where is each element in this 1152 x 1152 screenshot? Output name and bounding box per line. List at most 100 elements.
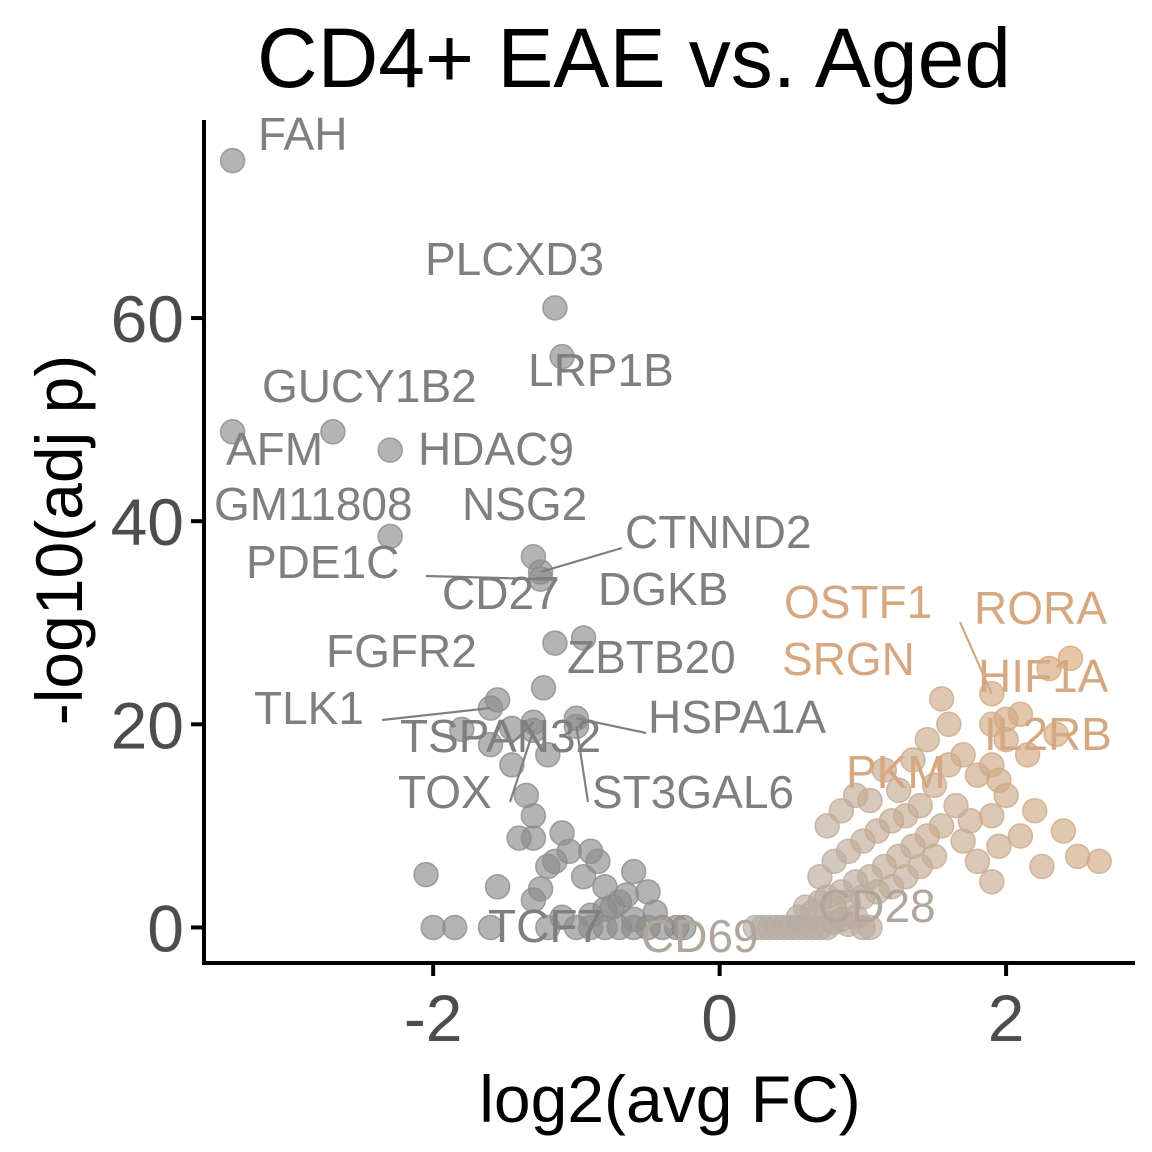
x-axis-title: log2(avg FC) — [479, 1062, 860, 1136]
data-point — [219, 147, 246, 174]
y-tick-label: 0 — [147, 891, 184, 965]
x-tick-label: 2 — [988, 981, 1025, 1055]
data-point — [907, 792, 933, 819]
label-leader-line — [540, 546, 623, 574]
data-point — [542, 630, 568, 656]
data-point — [914, 726, 941, 753]
gene-label: PDE1C — [246, 536, 399, 588]
data-point — [620, 906, 647, 933]
data-point — [592, 896, 618, 922]
gene-label: PLCXD3 — [425, 233, 604, 285]
label-leader-line — [509, 721, 535, 746]
data-point — [1057, 645, 1084, 672]
data-point — [842, 782, 869, 809]
data-point — [871, 757, 898, 783]
gene-label: TLK1 — [254, 682, 364, 734]
gene-label: GUCY1B2 — [262, 360, 477, 412]
gene-label: ZBTB20 — [567, 631, 736, 683]
gene-label: SRGN — [782, 633, 915, 685]
gene-label: LRP1B — [528, 344, 674, 396]
data-point — [979, 868, 1005, 895]
data-point — [921, 772, 948, 799]
data-point — [964, 762, 991, 788]
chart-title: CD4+ EAE vs. Aged — [257, 11, 1011, 105]
gene-label: OSTF1 — [784, 576, 932, 628]
label-leader-lines — [381, 546, 993, 803]
gene-label: HSPA1A — [648, 691, 826, 743]
gene-label: HDAC9 — [418, 423, 574, 475]
gene-label: CD28 — [818, 880, 936, 932]
label-leader-line — [575, 726, 590, 803]
data-point — [613, 882, 640, 908]
label-leader-line — [958, 621, 993, 695]
label-leader-line — [425, 574, 541, 581]
data-point — [1007, 823, 1034, 849]
data-points — [219, 147, 1112, 941]
data-point — [570, 625, 597, 651]
gene-label: ST3GAL6 — [592, 766, 794, 818]
data-point — [921, 843, 948, 870]
y-axis-title: -log10(adj p) — [22, 355, 96, 726]
data-point — [928, 813, 955, 839]
data-point — [219, 419, 246, 445]
gene-label: CD69 — [641, 910, 759, 962]
data-point — [957, 808, 984, 834]
data-point — [979, 802, 1005, 829]
data-point — [993, 782, 1019, 809]
y-tick-label: 20 — [111, 688, 184, 762]
data-point — [449, 716, 475, 743]
y-tick-label: 60 — [111, 282, 184, 356]
data-point — [671, 914, 697, 941]
gene-label: AFM — [226, 423, 323, 475]
x-tick-label: 0 — [701, 981, 738, 1055]
data-point — [377, 523, 403, 550]
data-point — [1086, 848, 1112, 875]
gene-label: NSG2 — [462, 478, 587, 530]
gene-label: RORA — [974, 582, 1107, 634]
gene-label: GM11808 — [214, 478, 413, 530]
data-point — [964, 848, 991, 875]
data-point — [1043, 721, 1069, 748]
data-point — [530, 675, 557, 701]
data-point — [549, 904, 575, 931]
data-point — [542, 848, 568, 875]
data-point — [320, 419, 346, 445]
data-point — [900, 747, 926, 773]
gene-label: CD27 — [442, 567, 560, 619]
data-point — [1064, 843, 1091, 870]
data-point — [520, 887, 547, 913]
gene-label: CTNND2 — [625, 506, 812, 558]
data-point — [993, 706, 1019, 732]
data-point — [484, 874, 511, 900]
data-point — [377, 437, 403, 463]
gene-label: HIF1A — [978, 650, 1109, 702]
gene-label: FAH — [258, 108, 347, 160]
data-point — [885, 777, 912, 804]
data-point — [477, 731, 504, 758]
y-tick-label: 40 — [111, 485, 184, 559]
data-point — [520, 717, 547, 744]
data-point — [499, 752, 525, 778]
label-leader-line — [381, 706, 491, 722]
data-point — [620, 858, 647, 885]
data-point — [1021, 797, 1048, 824]
data-point — [477, 914, 504, 941]
data-point — [1036, 655, 1062, 682]
gene-label: TSPAN32 — [400, 710, 601, 762]
gene-label: IL2RB — [984, 708, 1112, 760]
label-leader-line — [576, 717, 647, 735]
label-leader-line — [508, 730, 535, 803]
data-point — [928, 686, 955, 712]
data-point — [549, 343, 575, 370]
data-point — [570, 863, 597, 890]
gene-label: PKM — [846, 746, 946, 798]
data-point — [542, 295, 568, 321]
data-point — [413, 861, 439, 888]
gene-label: TOX — [398, 766, 492, 818]
data-point — [477, 695, 504, 721]
data-point — [520, 802, 547, 829]
data-point — [936, 711, 962, 738]
